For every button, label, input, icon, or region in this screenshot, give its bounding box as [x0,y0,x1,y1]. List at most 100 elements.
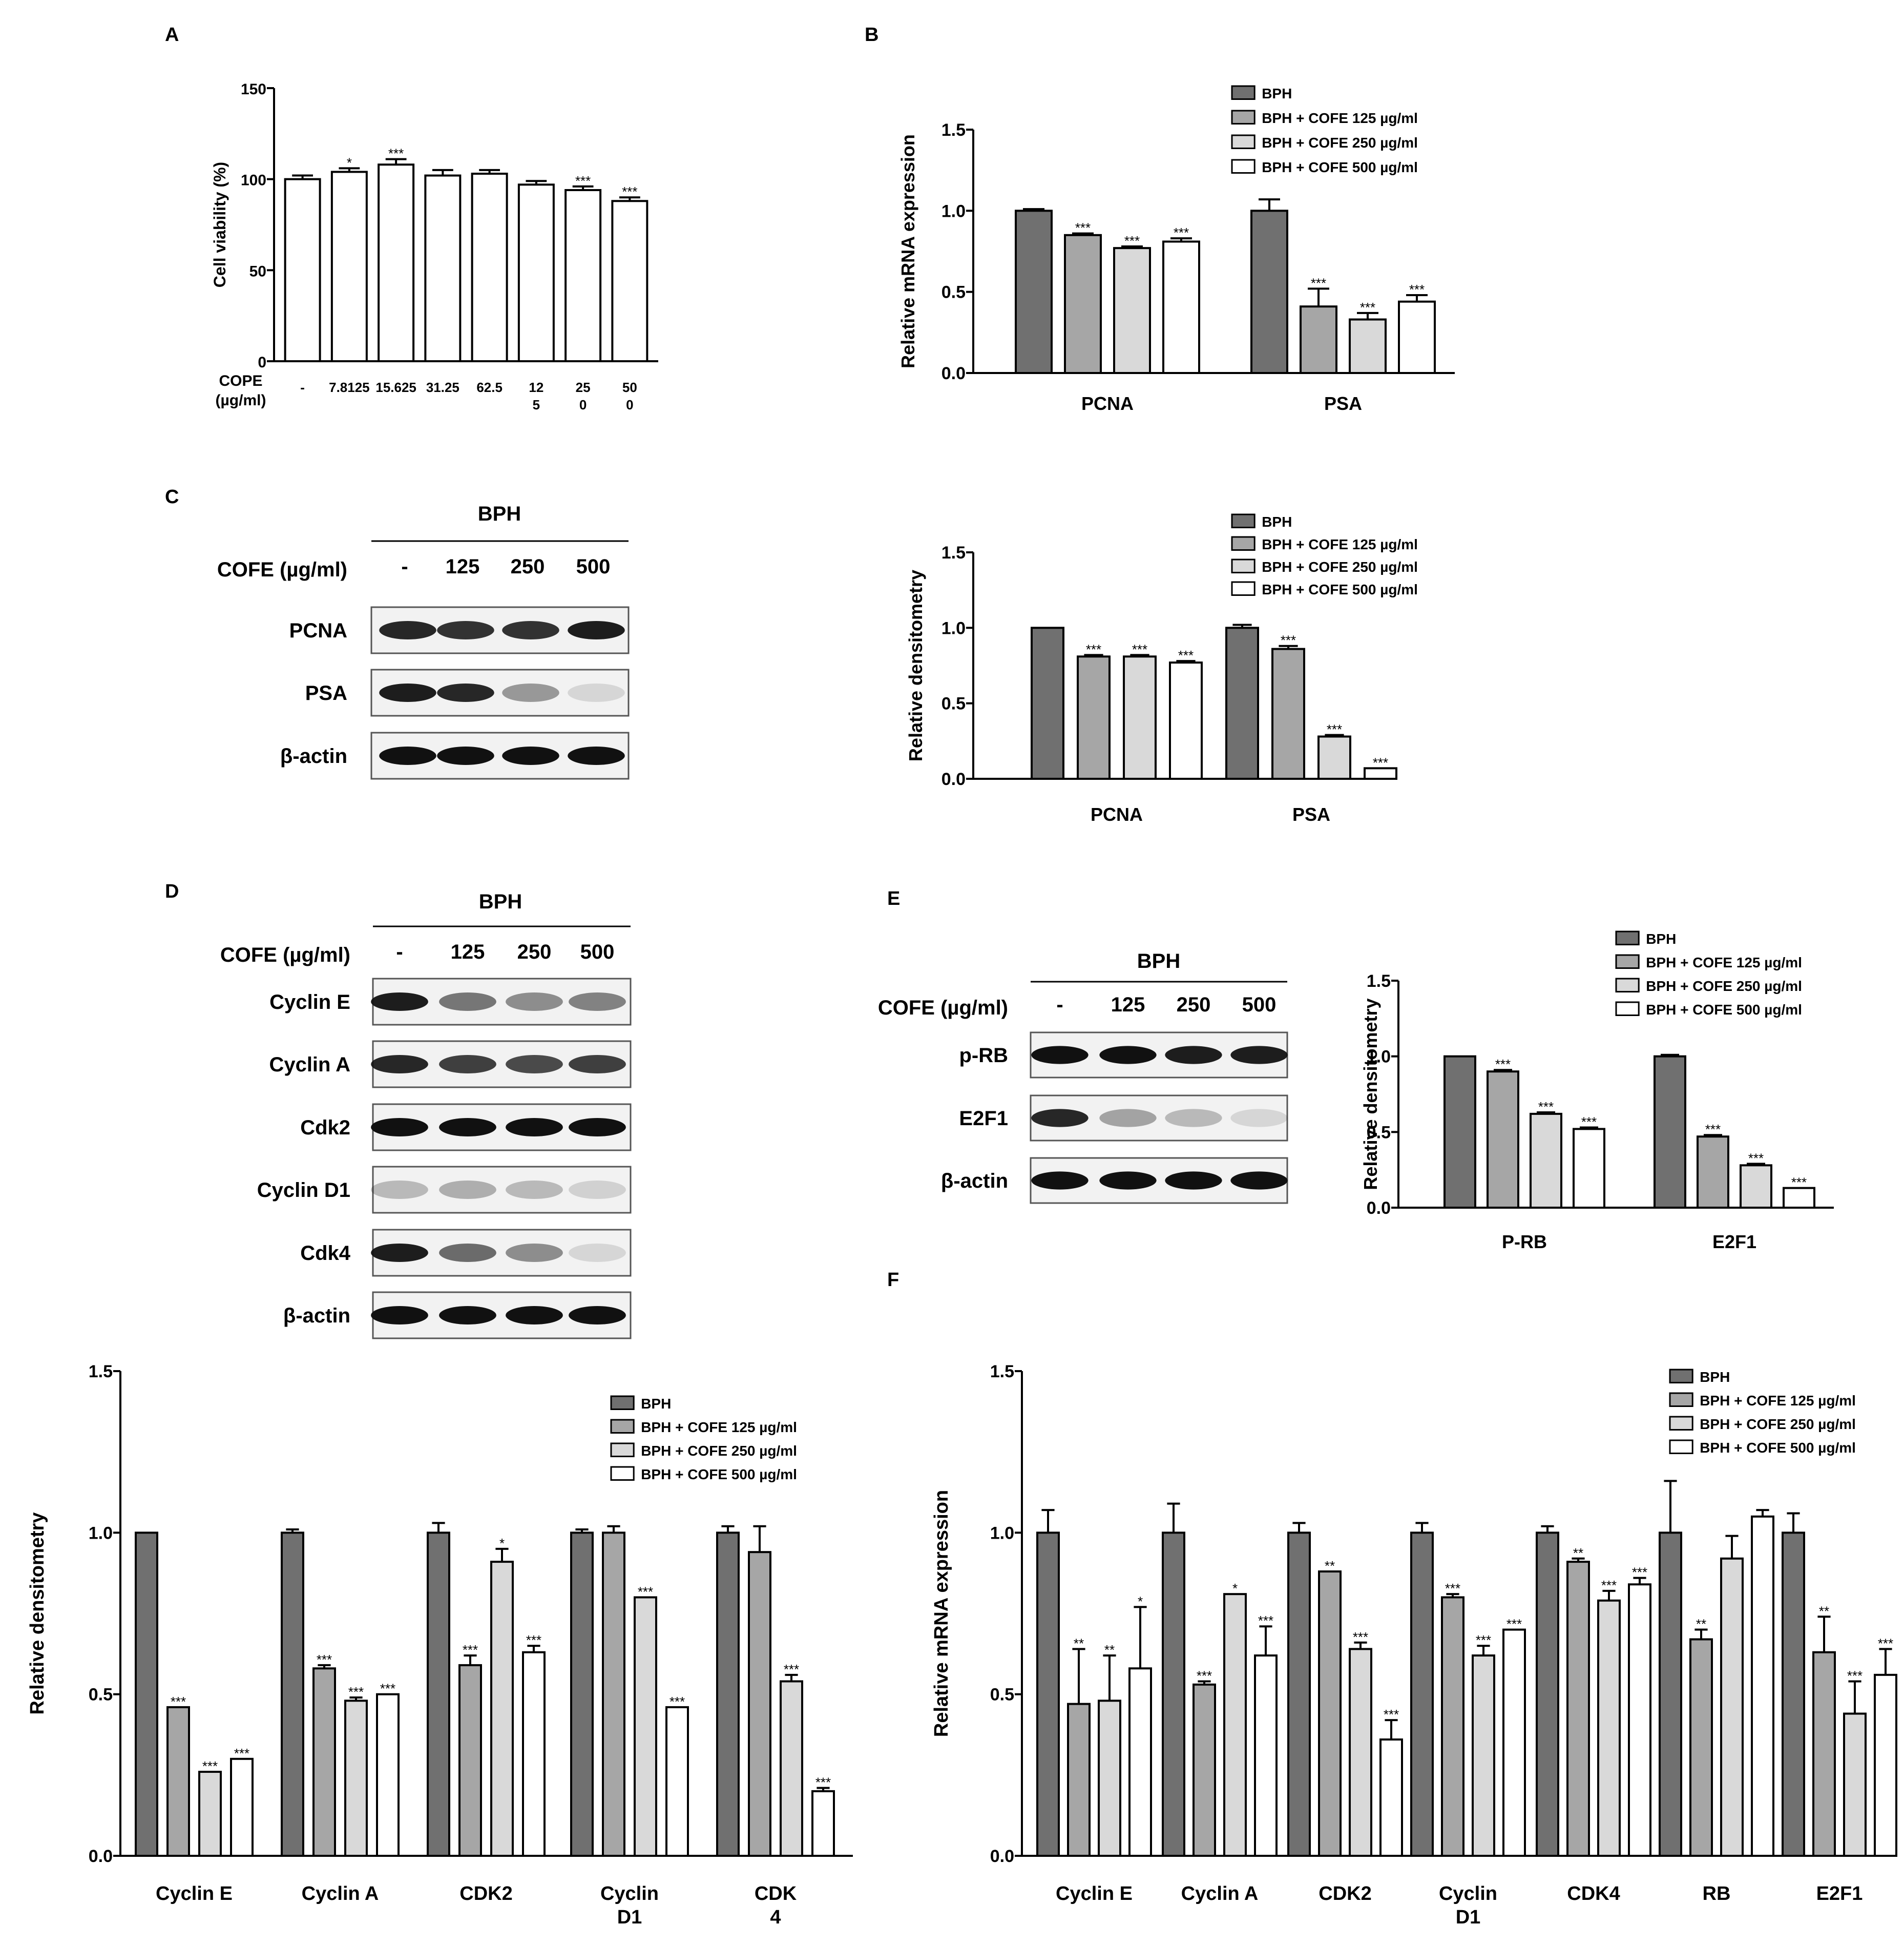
legend-label-e: BPH + COFE 250 µg/ml [1646,978,1802,994]
legend-swatch-e [1615,930,1640,945]
bar-f [1410,1531,1434,1857]
bar-f [1349,1648,1372,1857]
bar-e [1487,1070,1519,1209]
bar-f [1843,1712,1867,1857]
legend-swatch-d [610,1442,635,1457]
blot-lane-label-d: 500 [580,941,615,963]
bar-c [1031,627,1064,780]
legend-label-b: BPH + COFE 500 µg/ml [1262,159,1418,175]
significance-label-f: *** [1632,1565,1647,1580]
y-tick-label-f: 1.0 [990,1523,1014,1543]
y-tick-label-f: 1.5 [990,1362,1014,1381]
bar-d [490,1561,514,1857]
legend-label-e: BPH [1646,931,1676,947]
bar-f [1812,1651,1836,1857]
bar-b [1113,247,1151,374]
bar-d [780,1680,803,1857]
significance-label-a: *** [622,184,637,199]
panel-label-e: E [887,888,900,909]
x-category-label-c: PCNA [1091,804,1143,825]
blot-band-d [506,1118,563,1136]
y-tick-label-b: 0.0 [941,364,966,383]
significance-label-d: *** [348,1684,364,1700]
legend-label-c: BPH [1262,514,1292,530]
blot-band-d [371,1118,428,1136]
bar-c [1169,661,1203,780]
bar-f [1036,1531,1060,1857]
bar-f [1782,1531,1805,1857]
blot-row-label-d: Cdk2 [300,1116,350,1139]
significance-label-d: *** [815,1775,831,1790]
y-axis-title-b: Relative mRNA expression [897,134,918,368]
blot-lane-label-d: 250 [517,941,552,963]
blot-row-label-d: Cdk4 [300,1242,351,1265]
x-category-label-b: PSA [1324,393,1362,414]
bar-a [517,183,555,362]
significance-label-b: *** [1124,233,1140,249]
x-category-label-e: P-RB [1502,1231,1547,1252]
bar-d [458,1664,482,1857]
x-category-label-f: Cyclin [1439,1883,1497,1904]
blot-header-bph-d: BPH [479,891,522,913]
significance-label-f: *** [1197,1668,1212,1683]
bar-f [1379,1738,1403,1857]
significance-label-d: *** [669,1694,685,1709]
significance-label-a: * [347,155,352,170]
bar-f [1874,1673,1897,1857]
bar-b [1064,234,1102,374]
bar-a [330,171,368,362]
significance-label-f: *** [1445,1581,1460,1596]
legend-label-d: BPH + COFE 500 µg/ml [641,1466,797,1482]
bar-c [1271,648,1305,780]
chart-c: 0.0 0.5 1.0 1.5 Relative densitometry *** *** *… [905,513,1418,825]
blot-band-d [569,1055,626,1073]
bar-f [1067,1703,1091,1857]
y-tick-label-d: 0.0 [89,1847,113,1866]
blot-band-c [437,747,494,765]
significance-label-e: *** [1495,1057,1511,1072]
significance-label-c: *** [1281,633,1296,648]
blot-row-label-d: Cyclin D1 [257,1179,350,1202]
bar-d [135,1531,158,1857]
legend-swatch-f [1669,1416,1693,1431]
y-tick-label-e: 0.0 [1367,1198,1391,1218]
y-tick-label-e: 0.5 [1367,1123,1391,1142]
y-tick-label-c: 1.0 [941,618,966,638]
y-tick-label-b: 0.5 [941,283,966,302]
significance-label-f: *** [1507,1617,1522,1632]
blot-band-d [439,1244,496,1262]
blot-band-d [371,992,428,1011]
significance-label-f: *** [1384,1707,1399,1722]
bar-f [1502,1628,1526,1857]
western-blot-e: BPH COFE (µg/ml) - 125 250 500 p-RB E2F1 β-actin [878,950,1288,1204]
significance-label-c: *** [1373,755,1388,770]
blot-band-d [439,1055,496,1073]
bar-f [1689,1638,1713,1857]
blot-band-d [371,1244,428,1262]
blot-band-c [568,747,625,765]
significance-label-f: *** [1258,1613,1273,1628]
bar-b [1250,210,1288,374]
bar-a [424,174,462,362]
legend-label-f: BPH + COFE 250 µg/ml [1700,1416,1856,1432]
bar-f [1566,1561,1590,1857]
legend-label-d: BPH + COFE 125 µg/ml [641,1419,797,1435]
bar-f [1659,1531,1682,1857]
significance-label-d: *** [171,1694,186,1709]
bar-d [281,1531,304,1857]
significance-label-f: ** [1573,1545,1583,1561]
bar-d [522,1651,546,1857]
legend-label-f: BPH [1700,1369,1730,1385]
blot-lane-label-c: - [401,555,408,578]
blot-band-e [1099,1046,1157,1064]
bar-b [1300,305,1337,375]
bar-f [1751,1515,1774,1857]
blot-band-d [506,1055,563,1073]
significance-label-f: ** [1696,1617,1706,1632]
x-category-label-a: 0 [579,397,587,412]
x-category-label-b: PCNA [1081,393,1134,414]
blot-lane-label-e: 125 [1111,993,1145,1016]
